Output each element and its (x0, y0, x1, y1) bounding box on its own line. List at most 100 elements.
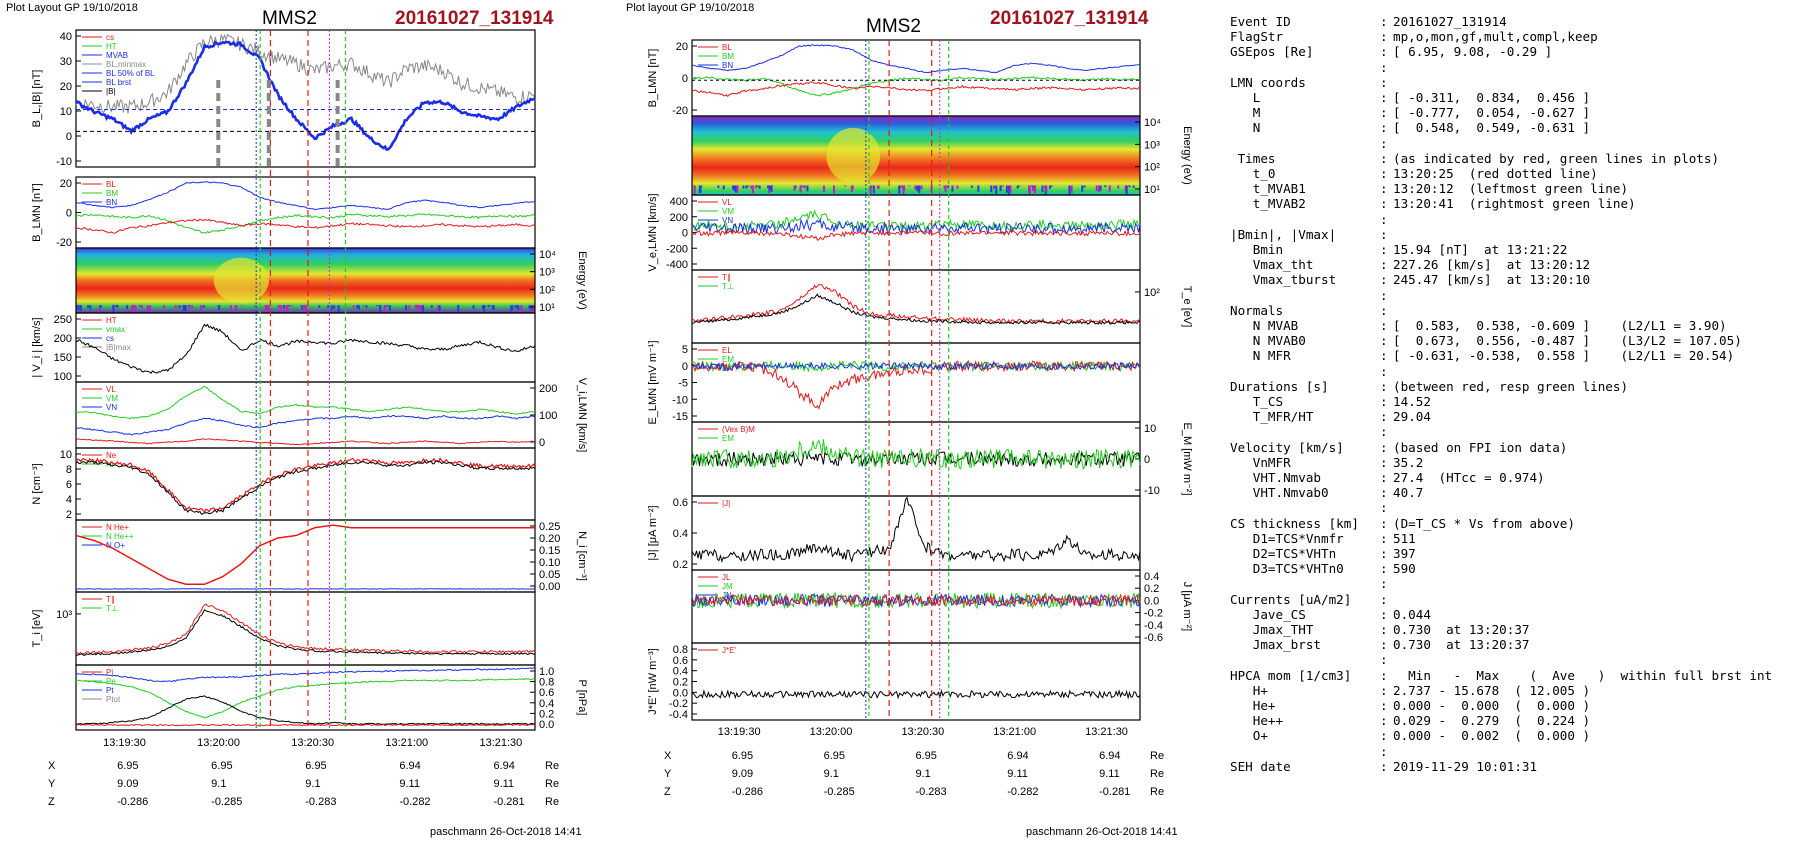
info-key: M (1230, 105, 1261, 121)
info-value: 0.029 - 0.279 ( 0.224 ) (1393, 713, 1591, 729)
spectrogram-speckle (947, 185, 950, 189)
info-colon: : (1380, 59, 1388, 75)
ephem-value: 6.95 (823, 750, 846, 762)
spectrogram-speckle (178, 305, 181, 309)
info-value: [ 0.673, 0.556, -0.487 ] (L3/L2 = 107.05… (1393, 333, 1742, 349)
ephem-row-label: Y (48, 778, 56, 790)
spectrogram-speckle (1045, 185, 1048, 193)
series-EL-field (691, 359, 1141, 410)
ephem-value: -0.285 (823, 786, 855, 798)
info-colon: : (1380, 394, 1388, 409)
info-colon: : (1380, 758, 1388, 774)
spectrogram-speckle (420, 305, 423, 312)
left-event: 20161027_131914 (395, 8, 554, 29)
panel-frame (75, 29, 536, 168)
ephem-unit: Re (545, 796, 560, 808)
y-tick-label: -10 (1144, 485, 1160, 497)
spectrogram-speckle (944, 185, 947, 193)
info-value: 15.94 [nT] at 13:21:22 (1393, 242, 1568, 257)
y-tick-label: 40 (60, 31, 72, 43)
left-panel-2: 10⁴ 10³ 10² 10¹ Energy (eV) (75, 247, 588, 314)
spectrogram-speckle (304, 305, 307, 313)
info-key: H+ (1230, 682, 1268, 698)
legend-entry: VN (106, 403, 117, 412)
y-tick-label: -20 (56, 237, 72, 249)
spectrogram-speckle (282, 305, 285, 309)
y-tick-label: 0.2 (673, 559, 688, 571)
spectrogram-speckle (1099, 185, 1102, 191)
spectrogram-speckle (230, 305, 233, 310)
ephem-unit: Re (1150, 768, 1165, 780)
info-colon: : (1380, 576, 1388, 592)
y-tick-label: 200 (670, 212, 688, 224)
ephem-unit: Re (1150, 786, 1165, 798)
mid-panel-8: 0.80.60.40.20.0-0.2-0.4 J*E' [nW m⁻³] J*E' (647, 642, 1141, 721)
spectrogram-speckle (766, 185, 769, 189)
series-JN (691, 593, 1141, 608)
panel-frame (75, 447, 536, 521)
series-JdotE (691, 688, 1141, 700)
series-J-magnitude (691, 496, 1141, 563)
spectrogram-speckle (1050, 185, 1053, 187)
y-axis-label: J*E' [nW m⁻³] (647, 648, 659, 715)
spectrogram-speckle (430, 305, 433, 308)
spectrogram-speckle (993, 185, 996, 189)
mid-panel-1: 10⁴ 10³ 10² 10¹ Energy (eV) (691, 115, 1193, 196)
y-tick-label: 0.6 (539, 687, 554, 699)
legend-entry: EM (722, 355, 734, 364)
legend-entry: VN (722, 216, 733, 225)
info-row: GSEpos [Re]: [ 6.95, 9.08, -0.29 ] (1230, 44, 1800, 59)
info-value: [ -0.777, 0.054, -0.627 ] (1393, 105, 1591, 121)
info-row: FlagStr: mp,o,mon,gf,mult,compl,keep (1230, 29, 1800, 44)
info-colon: : (1380, 591, 1388, 607)
spectrogram-speckle (188, 305, 191, 307)
info-colon: : (1380, 150, 1388, 166)
info-colon: : (1380, 135, 1388, 151)
panel-frame (691, 642, 1141, 721)
spectrogram-speckle (132, 305, 135, 309)
info-value: [ 0.583, 0.538, -0.609 ] (L2/L1 = 3.90) (1393, 318, 1727, 333)
spectrogram-speckle (734, 185, 737, 193)
spectrogram-speckle (98, 305, 101, 313)
info-colon: : (1380, 561, 1388, 577)
spectrogram-speckle (769, 185, 772, 191)
legend-entry: MVAB (106, 51, 128, 60)
info-row: T_CS:14.52 (1230, 394, 1800, 409)
spectrogram-speckle (693, 185, 696, 195)
spectrogram-speckle (722, 185, 725, 190)
spectrogram-speckle (437, 305, 440, 313)
series-Te-par (691, 284, 1141, 325)
spectrogram-speckle (693, 185, 696, 188)
info-key: VHT.Nmvab (1230, 470, 1321, 485)
spectrogram-speckle (278, 305, 281, 306)
y-tick-label: 10³ (1144, 139, 1160, 151)
spectrogram-speckle (520, 305, 523, 313)
info-key: D1=TCS*Vnmfr (1230, 530, 1344, 546)
info-row: : (1230, 576, 1800, 591)
y-tick-label: 0.10 (539, 557, 560, 569)
y-tick-label: 0.8 (539, 677, 554, 689)
spectrogram-speckle (914, 185, 917, 190)
spectrogram-speckle (1068, 185, 1071, 195)
ephem-unit: Re (545, 778, 560, 790)
info-colon: : (1380, 378, 1388, 394)
spectrogram-speckle (956, 185, 959, 189)
info-row: N: [ 0.548, 0.549, -0.631 ] (1230, 120, 1800, 135)
spectrogram-speckle (191, 305, 194, 309)
y-tick-label: 0 (66, 208, 72, 220)
spectrogram-speckle (388, 305, 391, 311)
spectrogram-speckle (977, 185, 980, 192)
y-tick-label: 0.8 (673, 644, 688, 656)
info-row: : (1230, 212, 1800, 227)
spectrogram-speckle (254, 305, 257, 307)
mid-panel-6: 0.6 0.4 0.2 |J| [μA m⁻²] |J| (647, 495, 1141, 571)
info-colon: : (1380, 637, 1388, 653)
info-colon: : (1380, 211, 1388, 227)
legend-entry: VL (106, 385, 116, 394)
y-tick-label: 0 (539, 437, 545, 449)
info-key: Currents [uA/m2] (1230, 591, 1352, 607)
ephem-value: 9.11 (493, 778, 515, 790)
info-colon: : (1380, 713, 1388, 729)
time-tick-label: 13:20:30 (901, 726, 945, 738)
